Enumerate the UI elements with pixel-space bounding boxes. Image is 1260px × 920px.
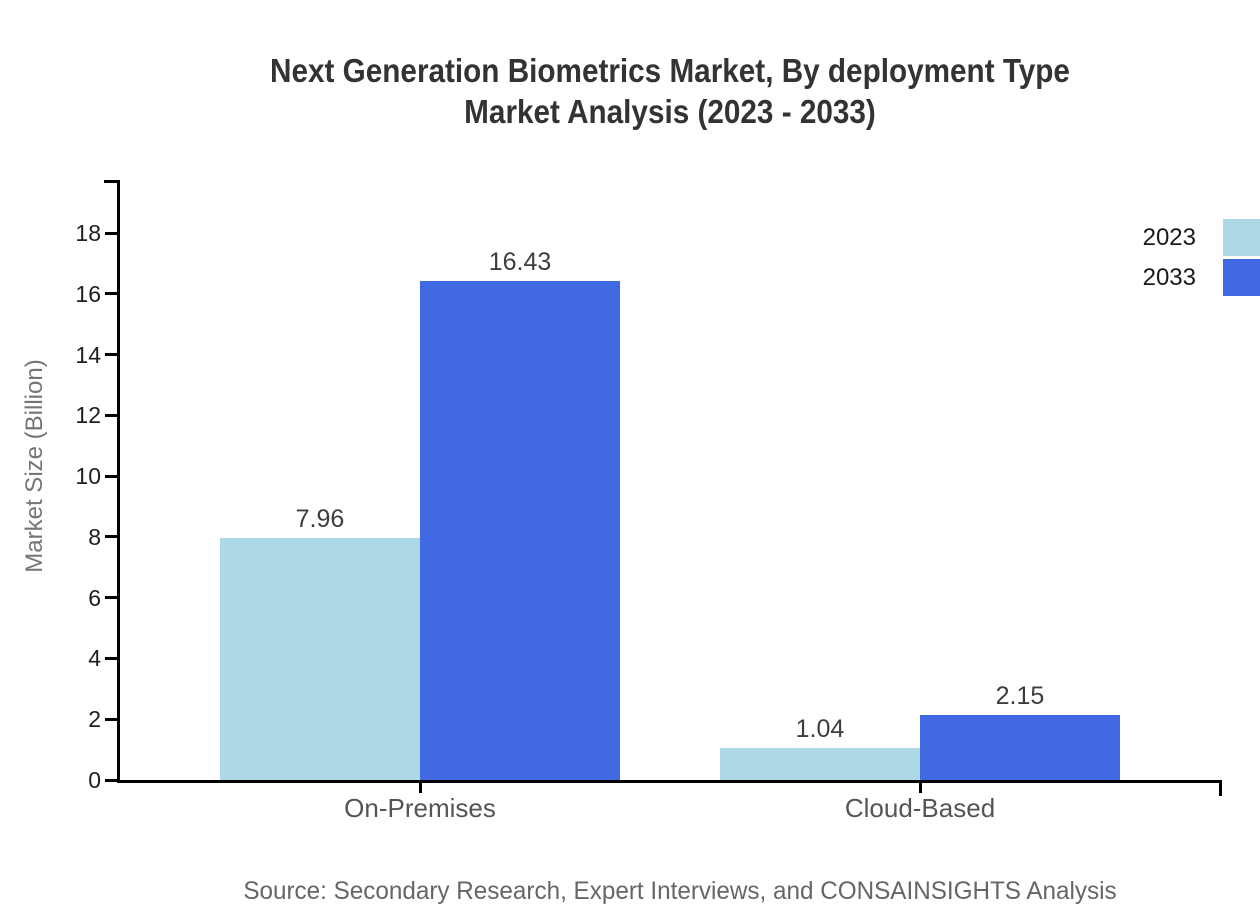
y-tick-label-10: 10	[75, 463, 101, 490]
y-tick-label-8: 8	[88, 523, 101, 550]
bar-2023-on-premises	[220, 538, 420, 780]
bar-2033-on-premises	[420, 280, 620, 780]
y-tick-mark-18	[105, 231, 117, 235]
legend-swatch-2023	[1223, 219, 1260, 256]
y-tick-label-0: 0	[88, 767, 101, 793]
y-tick-mark-6	[105, 596, 117, 600]
legend-label-2033: 2033	[1142, 264, 1196, 291]
y-tick-label-16: 16	[75, 280, 101, 307]
chart-title-line-1: Next Generation Biometrics Market, By de…	[270, 52, 1070, 89]
y-tick-label-4: 4	[88, 645, 101, 672]
legend-swatch-2033	[1223, 259, 1260, 296]
y-tick-label-2: 2	[88, 706, 101, 733]
y-tick-label-14: 14	[75, 341, 101, 368]
chart-title: Next Generation Biometrics Market, By de…	[175, 50, 1165, 132]
y-tick-mark-10	[105, 474, 117, 478]
legend-label-2023: 2023	[1142, 224, 1196, 251]
y-tick-mark-14	[105, 353, 117, 357]
bar-2033-cloud-based	[920, 714, 1120, 780]
bar-value-label-2033-on-premises: 16.43	[488, 247, 552, 276]
x-axis-end-cap	[1219, 780, 1222, 796]
y-tick-mark-12	[105, 413, 117, 417]
y-tick-label-12: 12	[75, 402, 101, 429]
x-category-label-on-premises: On-Premises	[344, 793, 496, 823]
bar-value-label-2023-on-premises: 7.96	[295, 505, 345, 534]
bar-value-label-2023-cloud-based: 1.04	[795, 715, 845, 744]
x-tick-mark-cloud-based	[918, 780, 922, 793]
y-axis-end-cap	[104, 180, 118, 183]
y-tick-mark-16	[105, 292, 117, 296]
y-tick-mark-2	[105, 717, 117, 721]
x-tick-mark-on-premises	[418, 780, 422, 793]
bar-value-label-2033-cloud-based: 2.15	[995, 681, 1045, 710]
chart-title-line-2: Market Analysis (2023 - 2033)	[464, 93, 876, 130]
y-tick-mark-4	[105, 656, 117, 660]
y-tick-label-18: 18	[75, 220, 101, 246]
x-category-label-cloud-based: Cloud-Based	[844, 793, 996, 823]
y-tick-mark-0	[105, 778, 117, 782]
y-tick-label-6: 6	[88, 584, 101, 611]
bar-2023-cloud-based	[720, 748, 920, 780]
x-axis-line	[117, 780, 1222, 783]
y-tick-mark-8	[105, 535, 117, 539]
y-axis-line	[117, 180, 120, 783]
source-note: Source: Secondary Research, Expert Inter…	[243, 877, 1117, 905]
